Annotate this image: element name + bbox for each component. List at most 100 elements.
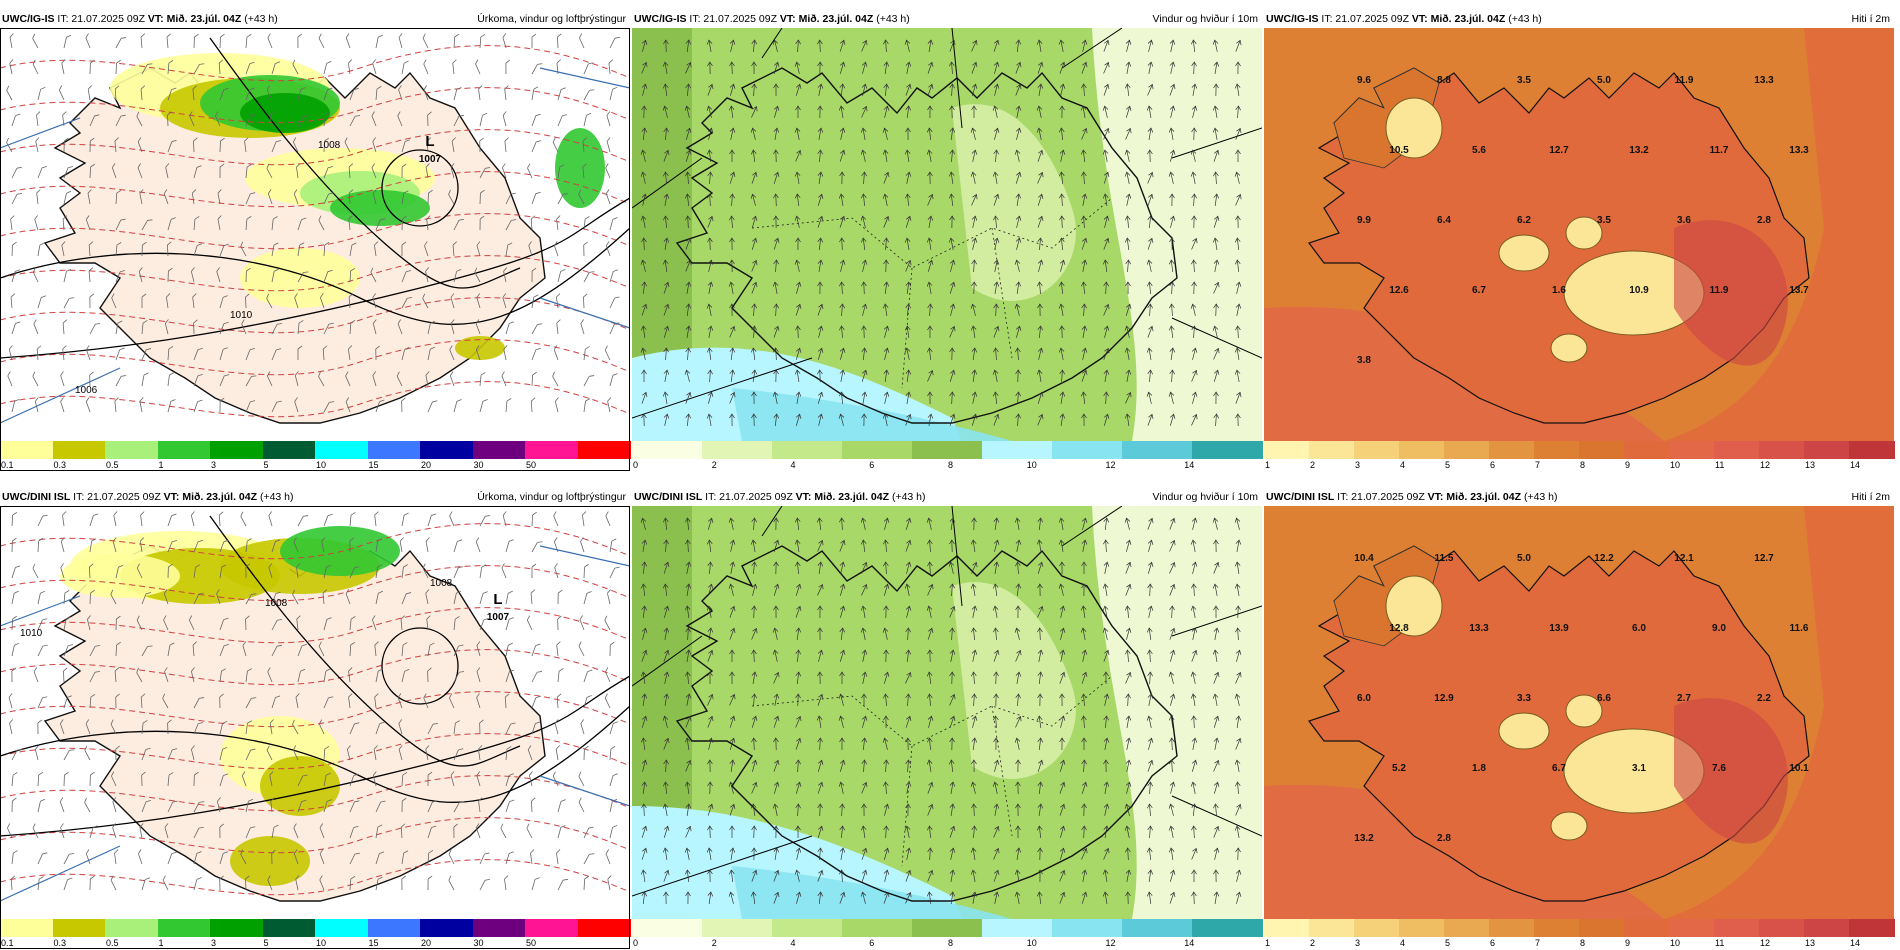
colorbar-swatch (1714, 919, 1760, 937)
temperature-value: 1.8 (1472, 763, 1486, 774)
panel-title: Úrkoma, vindur og loftþrýstingur (477, 13, 626, 25)
colorbar-tick-label: 10 (1026, 938, 1037, 948)
colorbar-tick-label: 12 (1105, 460, 1116, 470)
colorbar-swatch (1264, 441, 1310, 459)
precip-area (455, 336, 505, 360)
colorbar-tick-label: 10 (1670, 460, 1681, 470)
temperature-value: 5.0 (1597, 75, 1611, 86)
temperature-value: 12.8 (1389, 623, 1409, 634)
precip-colorbar: 0.1 0.3 0.5 1 3 5 10 15 20 30 50 (0, 919, 631, 949)
temperature-value: 13.9 (1549, 623, 1569, 634)
isobar-label: 1008 (430, 578, 453, 589)
panel-header: UWC/DINI ISL IT: 21.07.2025 09Z VT: Mið.… (632, 488, 1262, 506)
colorbar-swatch (1052, 919, 1123, 937)
temperature-value: 9.0 (1712, 623, 1726, 634)
colorbar-swatch (367, 919, 421, 937)
colorbar-tick-label: 12 (1105, 938, 1116, 948)
colorbar-swatch (1669, 919, 1715, 937)
colorbar-tick-label: 20 (421, 460, 432, 470)
glacier-area (1385, 575, 1443, 637)
model-source: UWC/IG-IS (2, 13, 55, 25)
colorbar-tick-label: 8 (1580, 938, 1586, 948)
colorbar-swatch (982, 919, 1053, 937)
colorbar-swatch (1804, 919, 1850, 937)
colorbar-swatch (1849, 919, 1895, 937)
colorbar-swatch (157, 441, 211, 459)
colorbar-swatch (577, 441, 631, 459)
temperature-value: 3.5 (1517, 75, 1531, 86)
precip-colorbar: 0.1 0.3 0.5 1 3 5 10 15 20 30 50 (0, 441, 631, 471)
temperature-value: 5.2 (1392, 763, 1406, 774)
colorbar-tick-label: 8 (1580, 460, 1586, 470)
temperature-value: 12.2 (1594, 553, 1614, 564)
isobar-label: 1008 (265, 598, 288, 609)
panel-header: UWC/DINI ISL IT: 21.07.2025 09Z VT: Mið.… (1264, 488, 1894, 506)
glacier-area (1498, 712, 1550, 750)
precip-area (260, 756, 340, 816)
colorbar-swatch (210, 919, 263, 937)
model-source: UWC/DINI ISL (634, 491, 703, 503)
colorbar-swatch (0, 441, 53, 459)
isobar-label: 1008 (318, 140, 341, 151)
colorbar-tick-label: 11 (1715, 938, 1725, 948)
colorbar-swatch (1579, 441, 1625, 459)
isobar-label: 1006 (75, 385, 98, 396)
colorbar-tick-label: 3 (1355, 938, 1361, 948)
colorbar-swatch (772, 919, 843, 937)
colorbar-swatch (1489, 919, 1535, 937)
colorbar-tick-label: 14 (1184, 938, 1195, 948)
colorbar-tick-label: 2 (1310, 460, 1316, 470)
colorbar-tick-label: 3 (1355, 460, 1361, 470)
colorbar-tick-label: 14 (1184, 460, 1195, 470)
precip-area (280, 526, 400, 576)
colorbar-tick-label: 10 (1670, 938, 1681, 948)
colorbar-swatch (525, 441, 578, 459)
precip-map-svg: L 1007 1008 1010 1006 (0, 28, 630, 441)
temp-map: 10.4 11.5 5.0 12.2 12.1 12.7 12.8 13.3 13.9 6.0 9.… (1264, 506, 1894, 919)
glacier-area (1550, 811, 1588, 841)
colorbar-tick-label: 10 (316, 938, 327, 948)
glacier-area (1498, 234, 1550, 272)
colorbar-tick-label: 0.3 (53, 938, 67, 948)
temperature-value: 13.3 (1469, 623, 1489, 634)
temperature-value: 6.7 (1552, 763, 1566, 774)
temperature-value: 11.7 (1710, 145, 1729, 156)
temperature-value: 6.0 (1632, 623, 1646, 634)
wind-colorbar: 0 2 4 6 8 10 12 14 (632, 441, 1263, 471)
colorbar-tick-label: 1 (1265, 460, 1271, 470)
panel-title: Vindur og hviður í 10m (1152, 491, 1258, 503)
colorbar-tick-label: 6 (1490, 460, 1496, 470)
colorbar-tick-label: 0.1 (1, 460, 14, 470)
colorbar-swatch (702, 919, 773, 937)
colorbar-swatch (1192, 441, 1263, 459)
model-source: UWC/IG-IS (634, 13, 687, 25)
colorbar-swatch (1264, 919, 1310, 937)
temperature-value: 6.4 (1437, 215, 1451, 226)
colorbar-swatch (1444, 919, 1490, 937)
temperature-value: 2.8 (1757, 215, 1771, 226)
model-source: UWC/DINI ISL (2, 491, 71, 503)
lead-time: (+43 h) (876, 13, 910, 25)
colorbar-tick-label: 15 (368, 460, 379, 470)
isobar-label: 1010 (20, 628, 43, 639)
panel-title: Hiti í 2m (1851, 491, 1890, 503)
colorbar-swatch (1759, 919, 1805, 937)
colorbar-tick-label: 0.3 (53, 460, 67, 470)
temperature-value: 3.5 (1597, 215, 1611, 226)
colorbar-swatch (632, 919, 703, 937)
temperature-value: 2.2 (1757, 693, 1771, 704)
colorbar-tick-label: 0.5 (106, 460, 119, 470)
colorbar-swatch (1759, 441, 1805, 459)
colorbar-tick-label: 14 (1850, 938, 1861, 948)
colorbar-swatch (1624, 441, 1670, 459)
low-pressure-symbol: L (493, 591, 502, 608)
colorbar-tick-label: 5 (263, 460, 269, 470)
isobar-label: 1010 (230, 310, 253, 321)
colorbar-swatch (52, 919, 106, 937)
temperature-value: 13.2 (1354, 833, 1374, 844)
colorbar-tick-label: 5 (1445, 938, 1451, 948)
colorbar-tick-label: 3 (211, 460, 217, 470)
lead-time: (+43 h) (891, 491, 926, 503)
colorbar-swatch (315, 919, 368, 937)
glacier-area (1550, 333, 1588, 363)
